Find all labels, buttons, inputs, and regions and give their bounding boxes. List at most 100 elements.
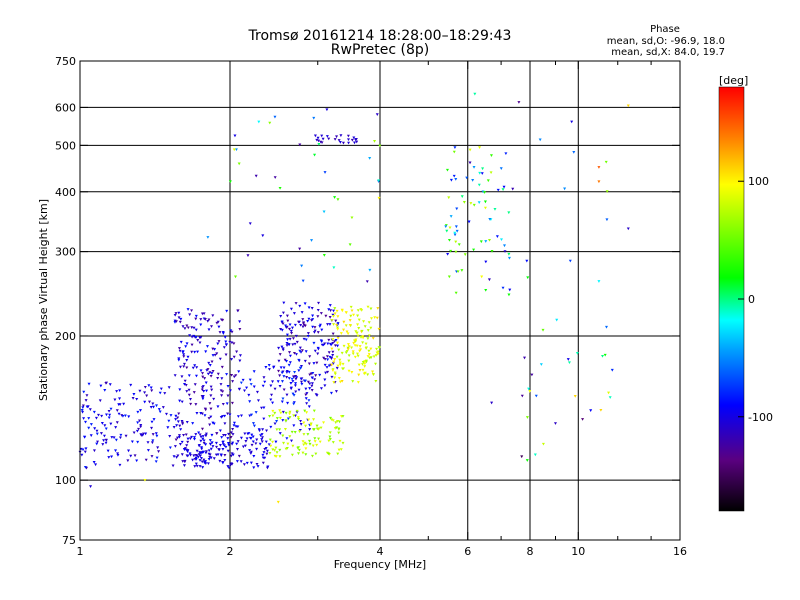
data-point bbox=[180, 420, 184, 423]
data-point bbox=[297, 388, 301, 392]
data-point bbox=[567, 361, 571, 365]
data-point bbox=[295, 409, 299, 413]
data-point bbox=[279, 315, 283, 318]
data-point bbox=[287, 327, 291, 331]
data-point bbox=[457, 243, 461, 247]
data-point bbox=[490, 401, 494, 405]
data-point bbox=[303, 359, 307, 363]
data-point bbox=[313, 153, 317, 157]
data-point bbox=[228, 389, 232, 393]
data-point bbox=[104, 438, 108, 442]
data-point bbox=[507, 211, 511, 215]
data-point bbox=[553, 422, 557, 425]
data-point bbox=[327, 308, 331, 312]
data-point bbox=[186, 454, 190, 458]
data-point bbox=[195, 449, 199, 453]
data-point bbox=[238, 359, 242, 363]
data-point bbox=[147, 384, 151, 387]
data-point bbox=[337, 139, 341, 142]
data-point bbox=[201, 372, 205, 375]
data-point bbox=[294, 353, 298, 356]
data-point bbox=[180, 421, 184, 425]
data-point bbox=[525, 416, 529, 419]
data-point bbox=[455, 207, 459, 211]
data-point bbox=[221, 440, 225, 444]
data-point bbox=[334, 319, 338, 323]
data-point bbox=[328, 431, 332, 435]
data-point bbox=[288, 361, 292, 364]
data-point bbox=[327, 338, 331, 342]
data-point bbox=[348, 319, 352, 322]
data-point bbox=[219, 383, 223, 386]
data-point bbox=[185, 420, 189, 424]
data-point bbox=[203, 460, 207, 463]
data-point bbox=[338, 420, 342, 424]
data-point bbox=[563, 187, 567, 191]
data-point bbox=[185, 359, 189, 362]
data-point bbox=[301, 440, 305, 443]
data-point bbox=[357, 318, 361, 322]
data-point bbox=[290, 453, 294, 457]
data-point bbox=[310, 307, 314, 310]
data-point bbox=[207, 318, 211, 322]
data-point bbox=[299, 364, 303, 368]
data-point bbox=[144, 458, 148, 462]
data-point bbox=[230, 373, 234, 377]
data-point bbox=[199, 318, 203, 321]
data-point bbox=[230, 341, 234, 345]
data-point bbox=[200, 427, 204, 431]
data-point bbox=[357, 327, 361, 330]
data-point bbox=[289, 386, 293, 390]
data-point bbox=[199, 369, 203, 373]
data-point bbox=[327, 137, 331, 141]
data-point bbox=[174, 438, 178, 442]
x-tick-label: 1 bbox=[77, 545, 84, 558]
data-point bbox=[317, 301, 321, 305]
data-point bbox=[363, 325, 367, 328]
data-point bbox=[110, 436, 114, 439]
data-point bbox=[295, 340, 299, 344]
data-point bbox=[223, 414, 227, 418]
data-point bbox=[223, 422, 227, 426]
grid-lines bbox=[80, 61, 680, 540]
data-point bbox=[269, 444, 273, 448]
data-point bbox=[230, 358, 234, 361]
data-point bbox=[282, 366, 286, 370]
data-point bbox=[460, 195, 464, 198]
data-point bbox=[597, 166, 601, 169]
data-point bbox=[262, 376, 266, 379]
y-tick-label: 750 bbox=[55, 55, 76, 68]
data-point bbox=[271, 401, 275, 405]
data-point bbox=[477, 201, 481, 204]
data-point bbox=[364, 342, 368, 346]
data-point bbox=[367, 353, 371, 356]
data-point bbox=[208, 364, 212, 367]
data-point bbox=[316, 331, 320, 334]
data-point bbox=[472, 165, 476, 169]
data-point bbox=[449, 178, 453, 182]
data-point bbox=[300, 349, 304, 352]
data-point bbox=[209, 407, 213, 411]
data-point bbox=[311, 325, 315, 329]
data-point bbox=[446, 252, 450, 256]
data-point bbox=[156, 446, 160, 450]
data-point bbox=[198, 465, 202, 468]
data-point bbox=[301, 322, 305, 326]
data-point bbox=[310, 382, 314, 385]
data-point bbox=[349, 305, 353, 309]
stats-line-o: mean, sd,O: -96.9, 18.0 bbox=[607, 36, 725, 47]
data-point bbox=[130, 440, 134, 444]
data-point bbox=[332, 360, 336, 364]
data-point bbox=[349, 314, 353, 318]
data-point bbox=[303, 324, 307, 328]
data-point bbox=[374, 379, 378, 383]
data-point bbox=[285, 437, 289, 440]
data-point bbox=[194, 462, 198, 466]
data-point bbox=[229, 431, 233, 435]
data-point bbox=[164, 412, 168, 416]
data-point bbox=[347, 369, 351, 373]
y-tick-label: 600 bbox=[55, 101, 76, 114]
data-point bbox=[182, 362, 186, 366]
data-point bbox=[262, 451, 266, 454]
